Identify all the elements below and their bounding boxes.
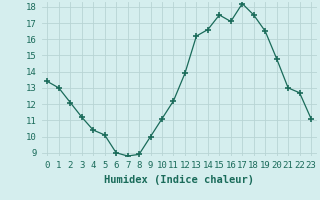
X-axis label: Humidex (Indice chaleur): Humidex (Indice chaleur) <box>104 175 254 185</box>
